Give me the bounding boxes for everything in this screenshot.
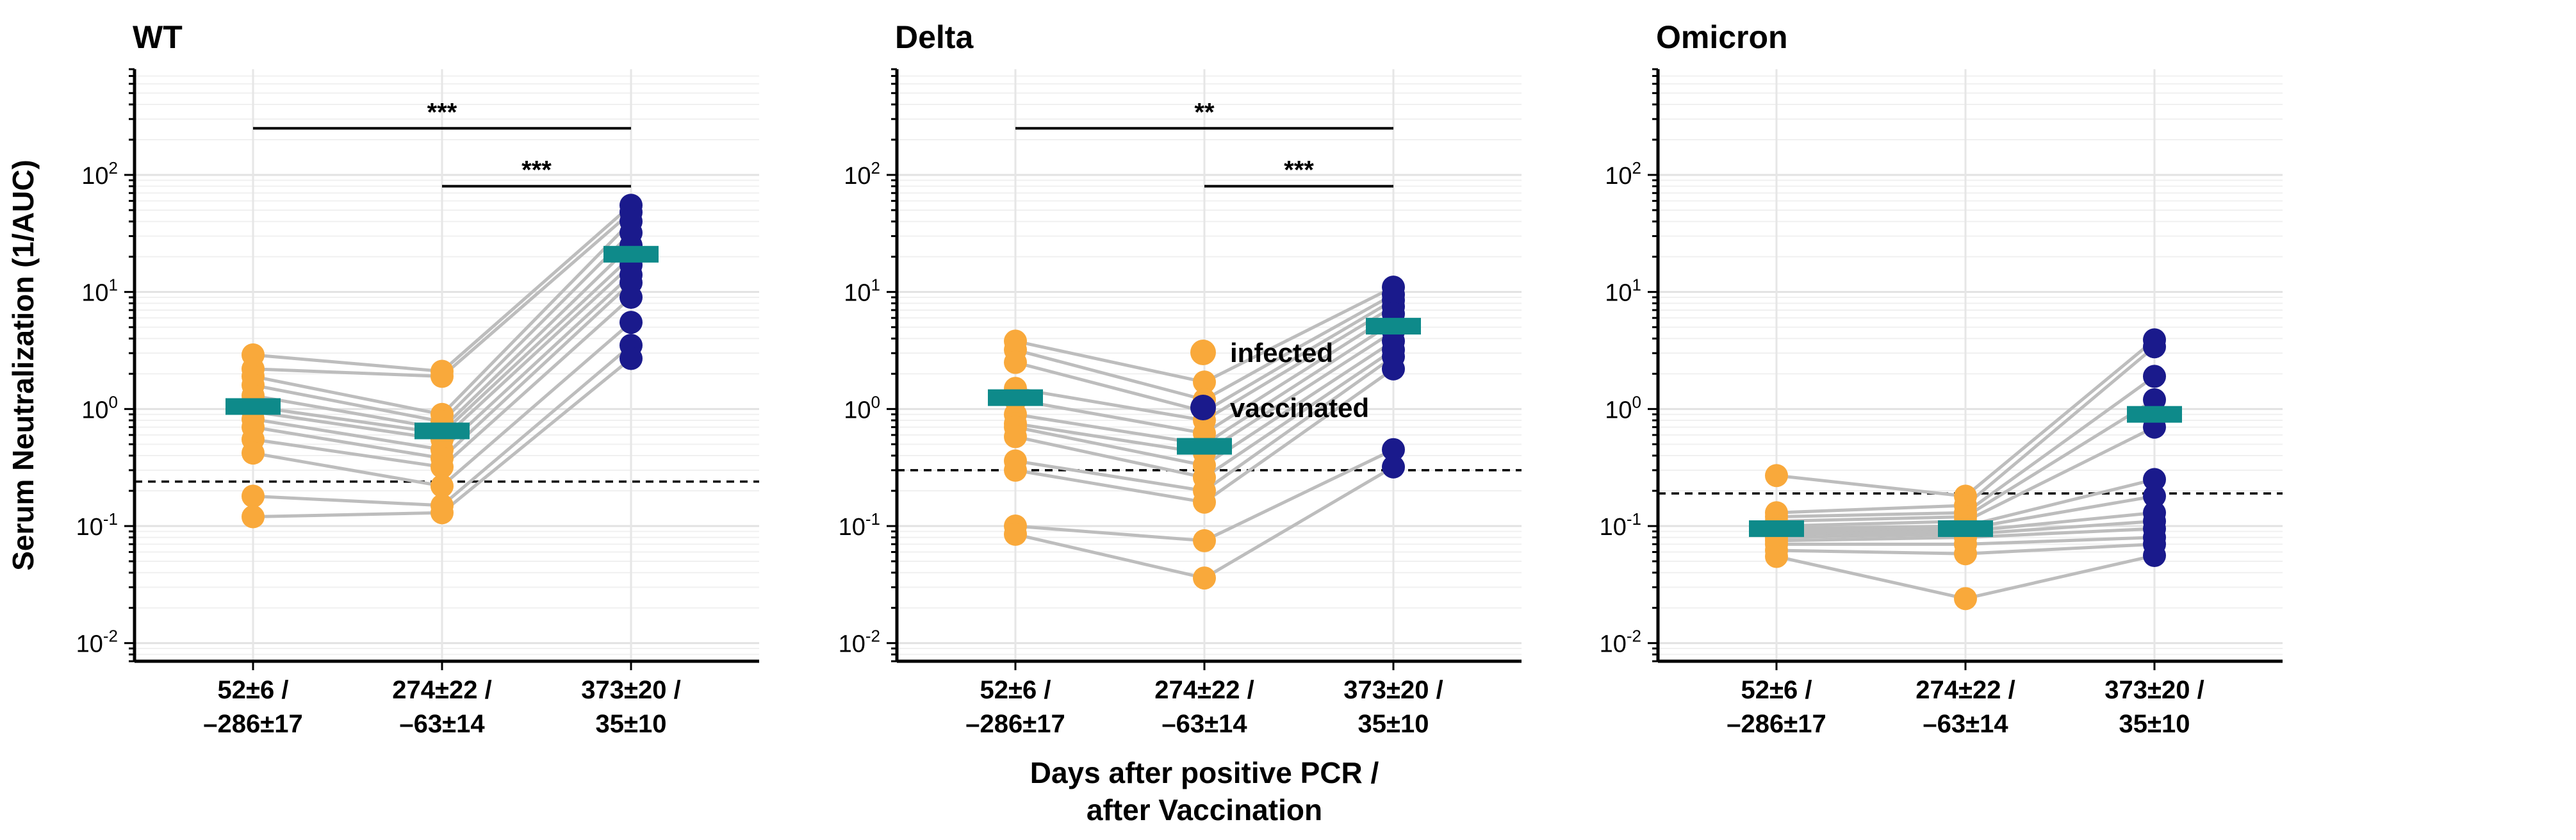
significance-label: ** bbox=[1194, 98, 1215, 126]
y-tick-label: 101 bbox=[844, 276, 880, 307]
data-point-vaccinated bbox=[619, 347, 643, 370]
x-tick-label-line2: 35±10 bbox=[2119, 710, 2190, 738]
y-tick-label: 10-2 bbox=[1600, 627, 1641, 658]
data-point-infected bbox=[1004, 458, 1027, 482]
data-point-infected bbox=[242, 441, 265, 465]
x-tick-label-line2: –286±17 bbox=[203, 710, 302, 738]
median-bar bbox=[1938, 520, 1993, 538]
data-point-vaccinated bbox=[2143, 468, 2166, 491]
panel-title: Omicron bbox=[1656, 19, 1788, 55]
y-tick-label: 10-1 bbox=[839, 509, 880, 541]
data-point-infected bbox=[1765, 464, 1788, 488]
y-tick-label: 102 bbox=[1605, 158, 1641, 190]
data-point-infected bbox=[1193, 566, 1216, 590]
x-tick-label-line1: 373±20 / bbox=[581, 676, 680, 704]
legend-infected-label: infected bbox=[1230, 338, 1333, 368]
y-tick-label: 102 bbox=[844, 158, 880, 190]
significance-label: *** bbox=[521, 156, 552, 185]
data-point-infected bbox=[1954, 587, 1977, 611]
legend-vaccinated-marker bbox=[1190, 395, 1216, 420]
x-tick-label-line1: 373±20 / bbox=[2104, 676, 2204, 704]
y-tick-label: 100 bbox=[81, 392, 118, 424]
data-point-vaccinated bbox=[1382, 438, 1405, 461]
data-point-infected bbox=[431, 474, 454, 498]
data-point-infected bbox=[1193, 529, 1216, 552]
y-tick-label: 100 bbox=[1605, 392, 1641, 424]
data-point-infected bbox=[242, 505, 265, 529]
data-point-infected bbox=[431, 365, 454, 388]
x-tick-label-line1: 274±22 / bbox=[1916, 676, 2015, 704]
legend: infected vaccinated bbox=[1190, 338, 1369, 423]
y-tick-label: 10-2 bbox=[839, 627, 880, 658]
y-tick-label: 10-2 bbox=[76, 627, 118, 658]
data-point-vaccinated bbox=[619, 311, 643, 334]
y-tick-label: 100 bbox=[844, 392, 880, 424]
data-point-infected bbox=[431, 455, 454, 479]
median-bar bbox=[1366, 318, 1421, 335]
median-bar bbox=[1749, 520, 1804, 538]
median-bar bbox=[603, 245, 659, 263]
data-point-vaccinated bbox=[1382, 357, 1405, 381]
y-tick-label: 10-1 bbox=[1600, 509, 1641, 541]
data-point-infected bbox=[431, 501, 454, 525]
significance-label: *** bbox=[1284, 156, 1314, 185]
panel-title: Delta bbox=[895, 19, 974, 55]
data-point-infected bbox=[1954, 542, 1977, 566]
x-tick-label-line1: 274±22 / bbox=[1154, 676, 1254, 704]
data-point-vaccinated bbox=[1382, 455, 1405, 479]
data-point-vaccinated bbox=[2143, 388, 2166, 411]
x-tick-label-line1: 52±6 / bbox=[218, 676, 289, 704]
y-tick-label: 10-1 bbox=[76, 509, 118, 541]
x-tick-label-line2: –63±14 bbox=[1161, 710, 1247, 738]
data-point-infected bbox=[242, 484, 265, 508]
x-axis-title-line2: after Vaccination bbox=[1087, 793, 1322, 827]
median-bar bbox=[1177, 438, 1232, 455]
x-tick-label-line2: –286±17 bbox=[965, 710, 1065, 738]
panel-title: WT bbox=[133, 19, 183, 55]
y-tick-label: 102 bbox=[81, 158, 118, 190]
median-bar bbox=[226, 398, 281, 415]
x-tick-label-line2: –63±14 bbox=[399, 710, 485, 738]
data-point-infected bbox=[1193, 490, 1216, 514]
data-point-vaccinated bbox=[2143, 365, 2166, 388]
x-tick-label-line2: 35±10 bbox=[596, 710, 667, 738]
data-point-vaccinated bbox=[619, 286, 643, 309]
y-tick-label: 101 bbox=[1605, 276, 1641, 307]
legend-vaccinated-label: vaccinated bbox=[1230, 393, 1369, 423]
legend-infected-marker bbox=[1190, 340, 1216, 365]
x-tick-label-line1: 52±6 / bbox=[980, 676, 1051, 704]
y-tick-label: 101 bbox=[81, 276, 118, 307]
data-point-infected bbox=[1765, 545, 1788, 568]
median-bar bbox=[414, 422, 470, 440]
x-tick-label-line1: 274±22 / bbox=[392, 676, 491, 704]
data-point-infected bbox=[1193, 370, 1216, 394]
x-tick-label-line1: 373±20 / bbox=[1343, 676, 1443, 704]
x-tick-label-line2: –63±14 bbox=[1923, 710, 2008, 738]
x-tick-label-line1: 52±6 / bbox=[1741, 676, 1812, 704]
panels: WT 102 101 100 10-1 10-2 52±6 / –286±17 274±22 /… bbox=[76, 19, 2283, 738]
data-point-vaccinated bbox=[2143, 484, 2166, 508]
x-tick-label-line2: 35±10 bbox=[1358, 710, 1429, 738]
panel-omicron: Omicron 102 101 100 10-1 10-2 52±6 / –286±17 274… bbox=[1600, 19, 2283, 738]
x-axis-title-line1: Days after positive PCR / bbox=[1030, 756, 1379, 789]
data-point-infected bbox=[1004, 522, 1027, 546]
panel-delta: Delta 102 101 100 10-1 10-2 52±6 / –286±17 274±2… bbox=[839, 19, 1522, 738]
panel-wt: WT 102 101 100 10-1 10-2 52±6 / –286±17 274±22 /… bbox=[76, 19, 759, 738]
median-bar bbox=[2127, 406, 2182, 423]
significance-label: *** bbox=[427, 98, 457, 126]
data-point-infected bbox=[1004, 350, 1027, 374]
data-point-infected bbox=[1004, 425, 1027, 449]
median-bar bbox=[988, 389, 1043, 406]
x-tick-label-line2: –286±17 bbox=[1727, 710, 1826, 738]
data-point-vaccinated bbox=[2143, 544, 2166, 568]
data-point-vaccinated bbox=[2143, 335, 2166, 359]
y-axis-title: Serum Neutralization (1/AUC) bbox=[6, 160, 40, 571]
